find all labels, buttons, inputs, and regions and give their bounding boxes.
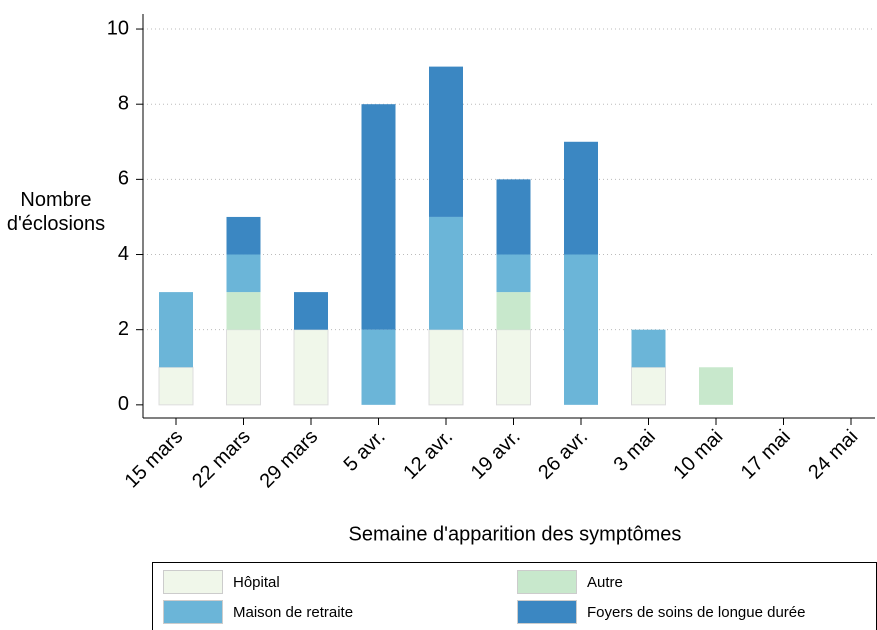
legend-item: Hôpital — [163, 567, 517, 597]
y-tick-label: 2 — [118, 318, 129, 340]
legend-item: Autre — [517, 567, 871, 597]
bar-segment — [496, 292, 531, 330]
x-tick-label: 17 mai — [737, 426, 795, 484]
bar-segment — [496, 254, 531, 293]
legend-label: Hôpital — [233, 573, 280, 591]
bar-segment — [294, 292, 328, 330]
bar-segment — [428, 329, 464, 406]
bar-segment — [226, 216, 261, 255]
legend-swatch — [517, 600, 577, 624]
x-tick-label: 15 mars — [121, 426, 188, 493]
x-tick-label: 26 avr. — [534, 426, 592, 484]
legend-swatch — [163, 600, 223, 624]
legend-label: Maison de retraite — [233, 603, 354, 621]
legend-item: Maison de retraite — [163, 597, 517, 627]
bar-segment — [361, 329, 396, 405]
chart: 0 2 4 6 8 10 15 mars 22 mars 29 mars 5 avr. 12 avr… — [107, 14, 875, 545]
x-tick-label: 22 mars — [188, 426, 255, 493]
bar-segment — [496, 179, 531, 255]
x-axis-title: Semaine d'apparition des symptômes — [349, 523, 682, 545]
bar-segment — [361, 104, 396, 330]
bar-segment — [293, 329, 329, 406]
bar-segment — [158, 366, 194, 406]
y-tick-label: 8 — [118, 92, 129, 114]
bar-segment — [699, 367, 733, 405]
y-tick-label: 4 — [118, 243, 129, 265]
x-tick-label: 3 mai — [610, 426, 660, 476]
bar-segment — [631, 329, 666, 368]
legend-label: Foyers de soins de longue durée — [587, 603, 806, 621]
bar-segment — [429, 216, 463, 330]
bar-segment — [564, 254, 598, 405]
bar-segment — [226, 329, 261, 406]
bar-segment — [564, 141, 598, 255]
legend-swatch — [163, 570, 223, 594]
bar-segment — [226, 292, 261, 330]
legend-item: Foyers de soins de longue durée — [517, 597, 871, 627]
legend-swatch — [517, 570, 577, 594]
x-tick-label: 29 mars — [256, 426, 323, 493]
x-tick-label: 5 avr. — [340, 426, 390, 476]
x-tick-label: 19 avr. — [467, 426, 525, 484]
bar-segment — [631, 366, 666, 406]
y-tick-label: 0 — [118, 393, 129, 415]
bar-segment — [496, 329, 531, 406]
y-tick-label: 10 — [107, 17, 129, 39]
bar-segment — [429, 66, 463, 217]
x-tick-label: 12 avr. — [399, 426, 457, 484]
x-tick-label: 24 mai — [804, 426, 862, 484]
bar-segment — [226, 254, 261, 293]
y-tick-label: 6 — [118, 168, 129, 190]
y-axis-title: Nombre d'éclosions — [6, 189, 106, 235]
x-tick-label: 10 mai — [669, 426, 727, 484]
legend: Hôpital Autre Maison de retraite Foyers de … — [152, 562, 877, 630]
bar-segment — [159, 292, 193, 368]
legend-label: Autre — [587, 573, 623, 591]
